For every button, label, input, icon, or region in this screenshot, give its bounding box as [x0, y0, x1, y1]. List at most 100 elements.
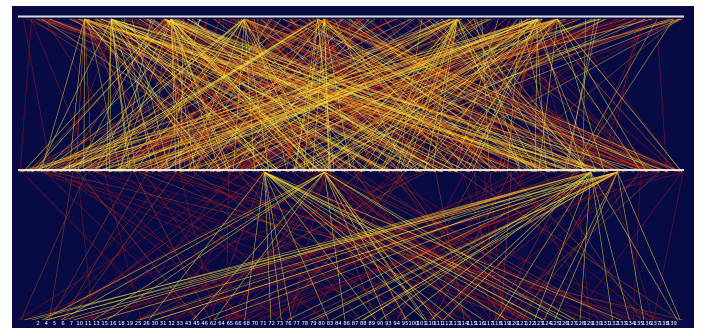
hub-edge-line — [110, 18, 201, 173]
bottom-node-label: 43 — [185, 321, 192, 327]
edge-line — [131, 18, 170, 173]
hub-edge-line — [557, 18, 605, 173]
hub-edge-line — [43, 18, 245, 173]
edge-line — [76, 18, 182, 173]
hub-edge-line — [466, 18, 538, 173]
bottom-node-label: 10 — [76, 321, 83, 327]
hub-edge-line — [405, 18, 458, 173]
hub-edge-line — [53, 18, 538, 173]
hub-edge-line — [379, 171, 591, 321]
bottom-node-label: 135 — [634, 321, 644, 327]
edge-line — [103, 171, 142, 321]
hub-edge-line — [508, 171, 618, 321]
hub-edge-line — [430, 171, 592, 321]
hub-edge-line — [93, 18, 558, 173]
hub-edge-line — [164, 18, 245, 173]
hub-edge-line — [324, 18, 498, 173]
hub-edge-line — [118, 18, 325, 173]
hub-edge-line — [21, 18, 318, 173]
bottom-node-label: 130 — [592, 321, 602, 327]
hub-edge-line — [332, 18, 558, 173]
edge-line — [53, 171, 284, 321]
hub-edge-line — [164, 18, 372, 173]
hub-edge-line — [341, 18, 558, 173]
hub-edge-line — [378, 18, 538, 173]
hub-edge-line — [244, 171, 265, 321]
hub-edge-line — [228, 171, 325, 321]
bottom-node-label: 11 — [85, 321, 92, 327]
hub-edge-line — [431, 18, 558, 173]
bottom-node-label: 115 — [467, 321, 477, 327]
edge-line — [49, 171, 133, 321]
bottom-node-label: 137 — [650, 321, 660, 327]
hub-edge-line — [244, 18, 482, 173]
hub-edge-line — [79, 18, 318, 173]
edge-line — [47, 171, 448, 321]
bottom-node-label: 13 — [93, 321, 100, 327]
edge-line — [179, 171, 216, 321]
bottom-node-label: 112 — [442, 321, 452, 327]
hub-edge-line — [354, 18, 558, 173]
bottom-node-label: 138 — [659, 321, 669, 327]
bottom-node-label: 117 — [484, 321, 494, 327]
edge-line — [19, 18, 32, 173]
edge-line — [522, 171, 606, 321]
edge-line — [133, 171, 211, 321]
bottom-node-label: 128 — [575, 321, 585, 327]
hub-edge-line — [262, 171, 618, 321]
hub-edge-line — [264, 171, 544, 321]
edge-line — [396, 18, 675, 173]
hub-edge-line — [69, 18, 318, 173]
middle-node-row — [18, 169, 684, 171]
bottom-node-label: 78 — [302, 321, 309, 327]
edge-line — [136, 18, 224, 173]
bottom-node-label: 118 — [492, 321, 502, 327]
bottom-node-label: 30 — [151, 321, 158, 327]
hub-edge-line — [557, 18, 683, 173]
hub-edge-line — [471, 18, 538, 173]
hub-edge-line — [199, 171, 591, 321]
bottom-node-label: 66 — [235, 321, 242, 327]
hub-edge-line — [145, 18, 538, 173]
hub-edge-line — [331, 171, 618, 321]
hub-edge-line — [617, 171, 645, 321]
hub-edge-line — [113, 18, 325, 173]
edge-line — [458, 171, 680, 321]
edge-line — [48, 171, 74, 321]
edge-line — [193, 171, 410, 321]
hub-edge-line — [57, 171, 265, 321]
bottom-node-label: 123 — [534, 321, 544, 327]
hub-edge-line — [324, 18, 374, 173]
bottom-node-label: 122 — [525, 321, 535, 327]
hub-edge-line — [324, 171, 439, 321]
hub-edge-line — [324, 171, 387, 321]
hub-edge-line — [170, 18, 321, 173]
hub-edge-line — [324, 18, 667, 173]
hub-edge-line — [324, 171, 346, 321]
hub-edge-line — [145, 18, 458, 173]
bottom-node-label: 32 — [168, 321, 175, 327]
hub-edge-line — [579, 171, 592, 321]
hub-edge-line — [344, 18, 458, 173]
bottom-node-label: 31 — [160, 321, 167, 327]
hub-edge-line — [24, 171, 618, 321]
hub-edge-line — [83, 18, 85, 173]
hub-edge-line — [98, 171, 618, 321]
bottom-node-label: 83 — [327, 321, 334, 327]
hub-edge-line — [170, 18, 264, 173]
hub-edge-line — [84, 171, 591, 321]
hub-edge-line — [264, 171, 272, 321]
edge-line — [395, 171, 506, 321]
hub-edge-line — [93, 171, 325, 321]
hub-edge-line — [497, 18, 538, 173]
hub-edge-line — [110, 18, 137, 173]
edge-bundle-diagram: 2 4 5 6 7 10 11 13 15 16 18 19 25 26 30 31 32 33 43 45 46 62 6… — [12, 6, 694, 328]
bottom-node-label: 68 — [243, 321, 250, 327]
hub-edge-line — [244, 18, 270, 173]
hub-edge-line — [154, 171, 618, 321]
bottom-node-label: 70 — [252, 321, 259, 327]
hub-edge-line — [170, 18, 181, 173]
edge-line — [458, 18, 666, 173]
hub-edge-line — [257, 171, 618, 321]
edge-line — [124, 171, 232, 321]
